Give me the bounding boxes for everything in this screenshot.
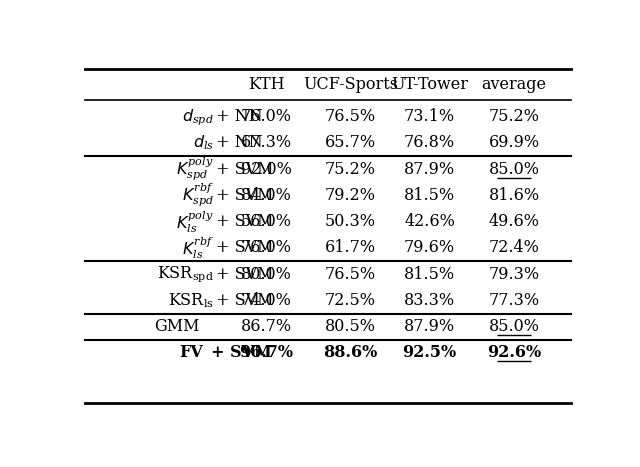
- Text: 84.0%: 84.0%: [241, 187, 291, 204]
- Text: + SVM: + SVM: [216, 292, 274, 309]
- Text: $K_{\mathregular{spd}}^{\mathregular{poly}}$: $K_{\mathregular{spd}}^{\mathregular{pol…: [177, 155, 214, 183]
- Text: + SVM: + SVM: [216, 213, 274, 230]
- Text: 83.3%: 83.3%: [404, 292, 455, 309]
- Text: 56.0%: 56.0%: [241, 213, 291, 230]
- Text: + SVM: + SVM: [211, 344, 272, 361]
- Text: 80.5%: 80.5%: [325, 318, 376, 335]
- Text: 76.5%: 76.5%: [324, 108, 376, 125]
- Text: UT-Tower: UT-Tower: [391, 76, 468, 93]
- Text: 49.6%: 49.6%: [488, 213, 540, 230]
- Text: 76.0%: 76.0%: [241, 108, 291, 125]
- Text: 81.5%: 81.5%: [404, 266, 455, 283]
- Text: 77.3%: 77.3%: [488, 292, 540, 309]
- Text: 67.3%: 67.3%: [241, 134, 292, 151]
- Text: average: average: [481, 76, 547, 93]
- Text: 76.0%: 76.0%: [241, 240, 291, 256]
- Text: 88.6%: 88.6%: [323, 344, 378, 361]
- Text: GMM: GMM: [154, 318, 200, 335]
- Text: $d_{\mathregular{ls}}$: $d_{\mathregular{ls}}$: [193, 134, 214, 152]
- Text: 92.0%: 92.0%: [241, 161, 291, 177]
- Text: 65.7%: 65.7%: [324, 134, 376, 151]
- Text: 72.5%: 72.5%: [325, 292, 376, 309]
- Text: 61.7%: 61.7%: [324, 240, 376, 256]
- Text: + SVM: + SVM: [216, 240, 274, 256]
- Text: 81.6%: 81.6%: [488, 187, 540, 204]
- Text: 73.1%: 73.1%: [404, 108, 455, 125]
- Text: 86.7%: 86.7%: [241, 318, 292, 335]
- Text: 85.0%: 85.0%: [488, 161, 540, 177]
- Text: 85.0%: 85.0%: [488, 318, 540, 335]
- Text: KTH: KTH: [248, 76, 284, 93]
- Text: 96.7%: 96.7%: [239, 344, 293, 361]
- Text: $K_{\mathregular{spd}}^{\mathregular{rbf}}$: $K_{\mathregular{spd}}^{\mathregular{rbf…: [182, 181, 214, 210]
- Text: 42.6%: 42.6%: [404, 213, 455, 230]
- Text: + NN: + NN: [216, 134, 263, 151]
- Text: 92.6%: 92.6%: [487, 344, 541, 361]
- Text: 72.4%: 72.4%: [488, 240, 540, 256]
- Text: $\mathregular{KSR}_{\mathregular{spd}}$: $\mathregular{KSR}_{\mathregular{spd}}$: [157, 264, 214, 284]
- Text: 74.0%: 74.0%: [241, 292, 291, 309]
- Text: 92.5%: 92.5%: [403, 344, 457, 361]
- Text: UCF-Sports: UCF-Sports: [303, 76, 398, 93]
- Text: + SVM: + SVM: [216, 266, 274, 283]
- Text: 69.9%: 69.9%: [488, 134, 540, 151]
- Text: + NN: + NN: [216, 108, 263, 125]
- Text: $d_{\mathregular{spd}}$: $d_{\mathregular{spd}}$: [182, 106, 214, 127]
- Text: 50.3%: 50.3%: [325, 213, 376, 230]
- Text: FV: FV: [179, 344, 203, 361]
- Text: $K_{\mathregular{ls}}^{\mathregular{rbf}}$: $K_{\mathregular{ls}}^{\mathregular{rbf}…: [182, 234, 214, 262]
- Text: 81.5%: 81.5%: [404, 187, 455, 204]
- Text: + SVM: + SVM: [216, 187, 274, 204]
- Text: 79.3%: 79.3%: [488, 266, 540, 283]
- Text: 87.9%: 87.9%: [404, 161, 455, 177]
- Text: 79.2%: 79.2%: [325, 187, 376, 204]
- Text: 76.8%: 76.8%: [404, 134, 455, 151]
- Text: + SVM: + SVM: [216, 161, 274, 177]
- Text: 87.9%: 87.9%: [404, 318, 455, 335]
- Text: 76.5%: 76.5%: [324, 266, 376, 283]
- Text: $K_{\mathregular{ls}}^{\mathregular{poly}}$: $K_{\mathregular{ls}}^{\mathregular{poly…: [177, 208, 214, 235]
- Text: 80.0%: 80.0%: [241, 266, 291, 283]
- Text: 75.2%: 75.2%: [488, 108, 540, 125]
- Text: 75.2%: 75.2%: [325, 161, 376, 177]
- Text: $\mathregular{KSR}_{\mathregular{ls}}$: $\mathregular{KSR}_{\mathregular{ls}}$: [168, 291, 214, 310]
- Text: 79.6%: 79.6%: [404, 240, 455, 256]
